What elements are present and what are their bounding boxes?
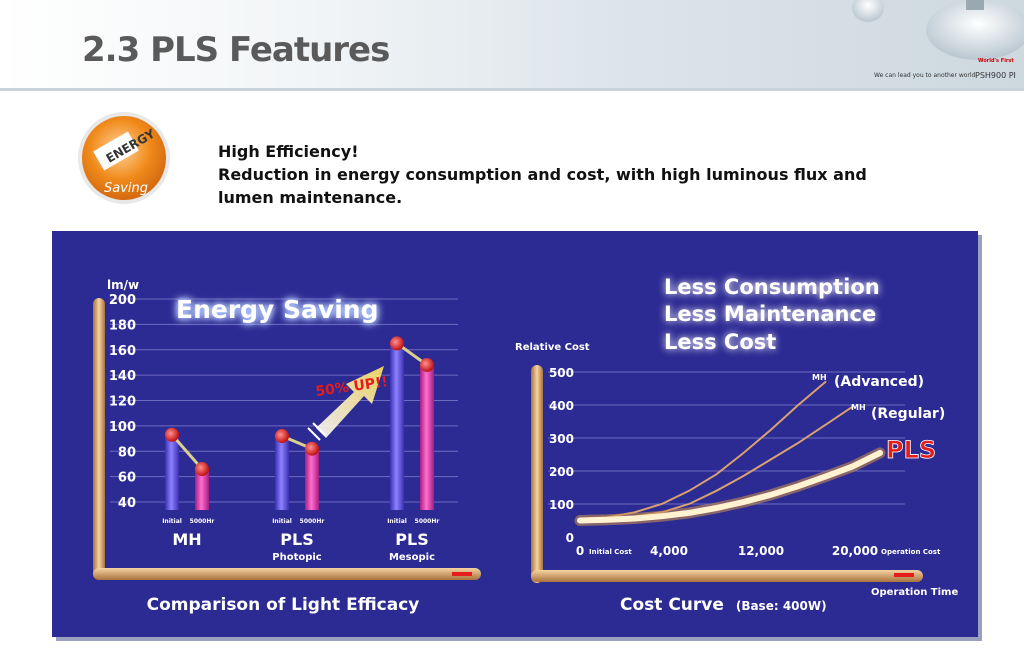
- headline-line-3: Less Cost: [664, 330, 776, 354]
- page-title: 2.3 PLS Features: [82, 30, 390, 70]
- left-ytick-label: 120: [109, 395, 136, 410]
- bar-initial: [390, 343, 404, 510]
- right-chart-title-main: Cost Curve: [620, 595, 724, 615]
- energy-saving-badge: ENERGY Saving: [78, 112, 170, 204]
- header-tagline: We can lead you to another world: [874, 72, 976, 79]
- right-ytick-label: 300: [549, 432, 574, 446]
- right-ytick-label: 400: [549, 399, 574, 413]
- bar-tick-label: 5000Hr: [415, 518, 440, 525]
- bar-tick-label: 5000Hr: [190, 518, 215, 525]
- brand-label: PSH900 PI: [975, 71, 1016, 80]
- group-sublabel: Mesopic: [389, 552, 435, 563]
- series-label-prefix: MH: [812, 373, 827, 382]
- group-sublabel: Photopic: [272, 552, 322, 563]
- bar-top-dot: [420, 357, 434, 372]
- lamp-image: [852, 0, 1024, 60]
- bar-top-dot: [390, 336, 404, 351]
- right-y-label: Relative Cost: [515, 342, 590, 353]
- series-line-mh: [579, 405, 854, 520]
- bar-top-dot: [165, 427, 179, 442]
- headline-line-2: Less Maintenance: [664, 302, 876, 326]
- right-xtick-label: 12,000: [738, 544, 784, 558]
- right-ytick-label: 0: [566, 531, 574, 545]
- bar-top-dot: [305, 441, 319, 456]
- intro-line-2: Reduction in energy consumption and cost…: [218, 165, 867, 207]
- series-label-regular: (Regular): [871, 406, 945, 422]
- right-chart-yticks: 0 100 200 300 400 500: [549, 366, 574, 545]
- series-label-pls: PLS: [886, 436, 936, 464]
- series-label-prefix: MH: [851, 403, 866, 412]
- bar-5000hr: [195, 469, 209, 510]
- right-chart-lines: [574, 380, 886, 526]
- right-xtick-label: 4,000: [650, 544, 688, 558]
- bar-initial: [165, 434, 179, 510]
- right-chart-title: Cost Curve (Base: 400W): [620, 595, 827, 615]
- left-chart-frame: [93, 298, 481, 580]
- increase-arrow: [307, 366, 384, 441]
- left-ytick-label: 40: [118, 496, 136, 511]
- bar-5000hr: [420, 364, 434, 510]
- bar-initial: [275, 436, 289, 510]
- badge-sub: Saving: [104, 181, 148, 196]
- headline-line-1: Less Consumption: [664, 275, 880, 299]
- left-chart-title: Comparison of Light Efficacy: [147, 595, 420, 615]
- left-ytick-label: 140: [109, 369, 136, 384]
- left-ytick-label: 160: [109, 344, 136, 359]
- left-y-unit: lm/w: [107, 278, 139, 292]
- right-chart-series-labels: MH (Advanced) MH (Regular) PLS: [812, 373, 945, 464]
- right-chart-frame: [531, 365, 923, 583]
- bar-top-dot: [275, 429, 289, 444]
- right-ytick-label: 200: [549, 465, 574, 479]
- intro-line-1: High Efficiency!: [218, 142, 359, 161]
- bar-5000hr: [305, 448, 319, 510]
- bar-tick-label: Initial: [162, 518, 182, 525]
- right-xtick-label: 0: [576, 544, 584, 558]
- group-label: PLS: [280, 530, 313, 549]
- right-xtick-label: 20,000: [832, 544, 878, 558]
- bar-connector: [170, 433, 204, 471]
- left-ytick-label: 200: [109, 293, 136, 308]
- right-ytick-label: 100: [549, 498, 574, 512]
- series-line-pls: [577, 449, 883, 524]
- left-ytick-label: 80: [118, 445, 136, 460]
- bar-top-dot: [195, 462, 209, 477]
- series-label-advanced: (Advanced): [834, 374, 924, 390]
- headline: Less Consumption Less Maintenance Less C…: [664, 275, 880, 354]
- right-ytick-label: 500: [549, 366, 574, 380]
- left-ytick-label: 60: [118, 471, 136, 486]
- x-end-note: Operation Cost: [881, 548, 941, 556]
- left-chart-bars: Initial 5000Hr MH Initial 5000Hr PLS Photopic I…: [162, 336, 439, 563]
- left-ytick-label: 180: [109, 318, 136, 333]
- header-divider: [0, 88, 1024, 91]
- intro-text: High Efficiency! Reduction in energy con…: [218, 140, 898, 209]
- energy-saving-title: Energy Saving: [176, 295, 379, 324]
- right-x-label: Operation Time: [871, 587, 958, 598]
- right-chart-xticks: 0 4,000 12,000 20,000: [576, 544, 878, 558]
- header-banner: [0, 0, 1024, 88]
- left-ytick-label: 100: [109, 420, 136, 435]
- group-label: MH: [172, 530, 201, 549]
- bar-tick-label: Initial: [387, 518, 407, 525]
- bar-tick-label: Initial: [272, 518, 292, 525]
- group-label: PLS: [395, 530, 428, 549]
- x-start-note: Initial Cost: [589, 548, 632, 556]
- left-chart-ticks: 40 60 80 100 120 140 160 180 200: [109, 293, 136, 511]
- bar-tick-label: 5000Hr: [300, 518, 325, 525]
- world-first-mark: World's First: [978, 58, 1014, 64]
- right-chart-title-note: (Base: 400W): [736, 599, 827, 613]
